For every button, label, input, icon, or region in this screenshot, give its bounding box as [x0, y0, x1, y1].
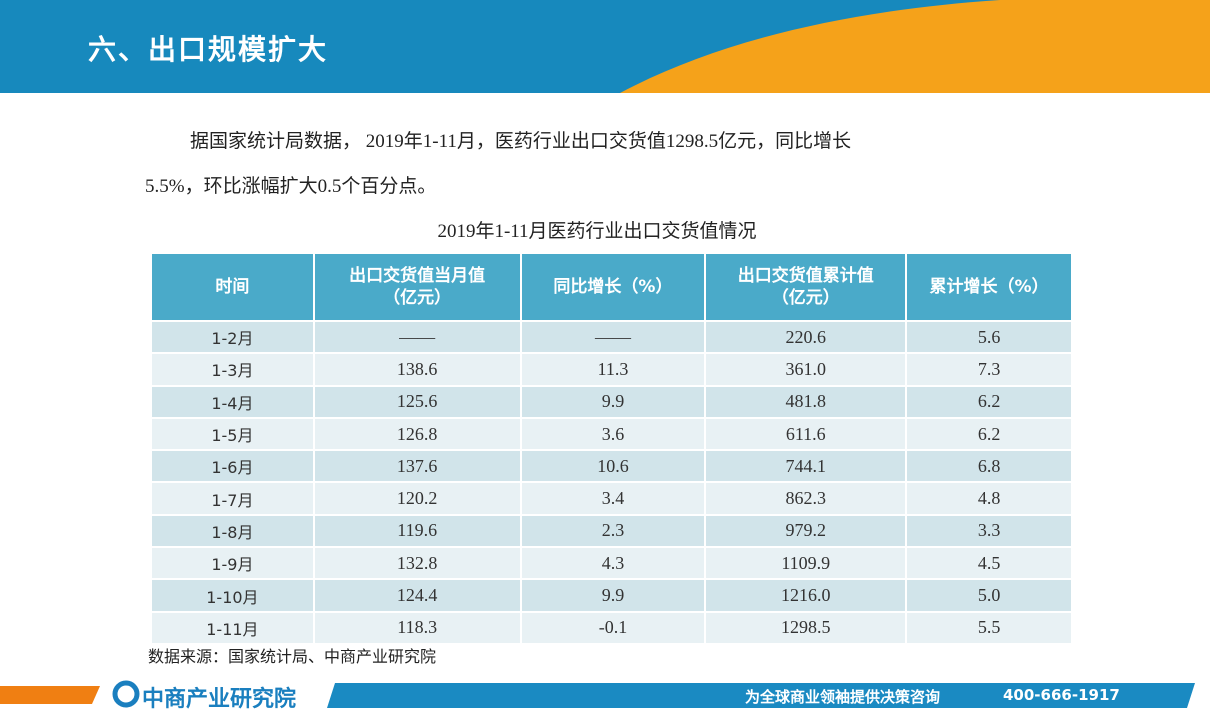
table-cell: 7.3	[906, 352, 1073, 386]
table-cell: 6.2	[906, 384, 1073, 418]
logo-icon	[112, 680, 140, 708]
header-text: 出口交货值累计值	[737, 266, 874, 286]
table-cell: -0.1	[520, 610, 707, 643]
column-header: 累计增长（%）	[906, 254, 1073, 321]
table-cell: 1-11月	[152, 610, 315, 643]
data-table: 时间 出口交货值当月值 （亿元） 同比增长（%） 出口交货值累计值 （亿元） 累计增长（%）…	[152, 254, 1073, 643]
table-cell: 361.0	[705, 352, 908, 386]
footer-bar	[327, 683, 1195, 708]
header-text: 时间	[215, 277, 250, 297]
table-cell: 1-3月	[152, 352, 315, 386]
table-cell: 10.6	[520, 449, 707, 483]
header-text: 同比增长（%）	[553, 277, 673, 297]
header-text: 出口交货值当月值	[349, 266, 486, 286]
table-cell: 611.6	[705, 416, 908, 451]
table-row: 1-11月 118.3 -0.1 1298.5 5.5	[152, 610, 1073, 643]
header-text: （亿元）	[771, 288, 840, 308]
table-cell: 119.6	[313, 513, 522, 548]
header-accent	[620, 0, 1210, 93]
table-cell: 9.9	[520, 578, 707, 612]
table-cell: 11.3	[520, 352, 707, 386]
table-cell: 744.1	[705, 449, 908, 483]
table-cell: 5.0	[906, 578, 1073, 612]
table-cell: 5.5	[906, 610, 1073, 643]
table-cell: 124.4	[313, 578, 522, 612]
table-cell: 862.3	[705, 481, 908, 515]
header-text: （亿元）	[383, 288, 452, 308]
header-text: 累计增长（%）	[929, 277, 1049, 297]
table-cell: 120.2	[313, 481, 522, 515]
table-cell: 1-2月	[152, 319, 315, 354]
table-cell: 4.3	[520, 546, 707, 580]
table-cell: ——	[520, 319, 707, 354]
table-cell: 2.3	[520, 513, 707, 548]
table-row: 1-8月 119.6 2.3 979.2 3.3	[152, 513, 1073, 548]
table-row: 1-2月 —— —— 220.6 5.6	[152, 319, 1073, 354]
table-cell: 1-5月	[152, 416, 315, 451]
table-row: 1-9月 132.8 4.3 1109.9 4.5	[152, 546, 1073, 580]
table-cell: 979.2	[705, 513, 908, 548]
table-cell: 3.6	[520, 416, 707, 451]
paragraph-line: 5.5%，环比涨幅扩大0.5个百分点。	[145, 176, 437, 197]
table-caption: 2019年1-11月医药行业出口交货值情况	[437, 221, 757, 242]
column-header: 出口交货值当月值 （亿元）	[313, 254, 522, 321]
table-cell: 118.3	[313, 610, 522, 643]
table-row: 1-3月 138.6 11.3 361.0 7.3	[152, 352, 1073, 386]
table-cell: ——	[313, 319, 522, 354]
logo-text: 中商产业研究院	[142, 687, 297, 712]
table-row: 1-4月 125.6 9.9 481.8 6.2	[152, 384, 1073, 418]
column-header: 同比增长（%）	[520, 254, 707, 321]
table-cell: 1-6月	[152, 449, 315, 483]
phone: 400-666-1917	[1003, 686, 1120, 704]
table-cell: 138.6	[313, 352, 522, 386]
table-cell: 3.3	[906, 513, 1073, 548]
table-cell: 4.5	[906, 546, 1073, 580]
table-cell: 1109.9	[705, 546, 908, 580]
table-cell: 1-8月	[152, 513, 315, 548]
header-title: 六、出口规模扩大	[88, 33, 329, 66]
table-cell: 1216.0	[705, 578, 908, 612]
table-cell: 1298.5	[705, 610, 908, 643]
slogan: 为全球商业领袖提供决策咨询	[745, 688, 941, 706]
table-row: 1-6月 137.6 10.6 744.1 6.8	[152, 449, 1073, 483]
table-row: 1-10月 124.4 9.9 1216.0 5.0	[152, 578, 1073, 612]
column-header: 出口交货值累计值 （亿元）	[705, 254, 908, 321]
column-header: 时间	[152, 254, 315, 321]
table-cell: 1-7月	[152, 481, 315, 515]
table-cell: 1-4月	[152, 384, 315, 418]
table-cell: 9.9	[520, 384, 707, 418]
table-cell: 481.8	[705, 384, 908, 418]
table-cell: 220.6	[705, 319, 908, 354]
paragraph-line: 据国家统计局数据， 2019年1-11月，医药行业出口交货值1298.5亿元，同…	[190, 131, 852, 152]
table-cell: 4.8	[906, 481, 1073, 515]
table-cell: 125.6	[313, 384, 522, 418]
table-cell: 132.8	[313, 546, 522, 580]
table-cell: 126.8	[313, 416, 522, 451]
table-cell: 5.6	[906, 319, 1073, 354]
footer-stripe	[0, 686, 100, 704]
table-cell: 3.4	[520, 481, 707, 515]
table-cell: 1-9月	[152, 546, 315, 580]
table-cell: 6.2	[906, 416, 1073, 451]
header-row: 时间 出口交货值当月值 （亿元） 同比增长（%） 出口交货值累计值 （亿元） 累计增长（%）	[152, 254, 1073, 321]
table-row: 1-7月 120.2 3.4 862.3 4.8	[152, 481, 1073, 515]
table-cell: 137.6	[313, 449, 522, 483]
table-cell: 6.8	[906, 449, 1073, 483]
table-row: 1-5月 126.8 3.6 611.6 6.2	[152, 416, 1073, 451]
table-cell: 1-10月	[152, 578, 315, 612]
source-note: 数据来源：国家统计局、中商产业研究院	[148, 647, 437, 666]
